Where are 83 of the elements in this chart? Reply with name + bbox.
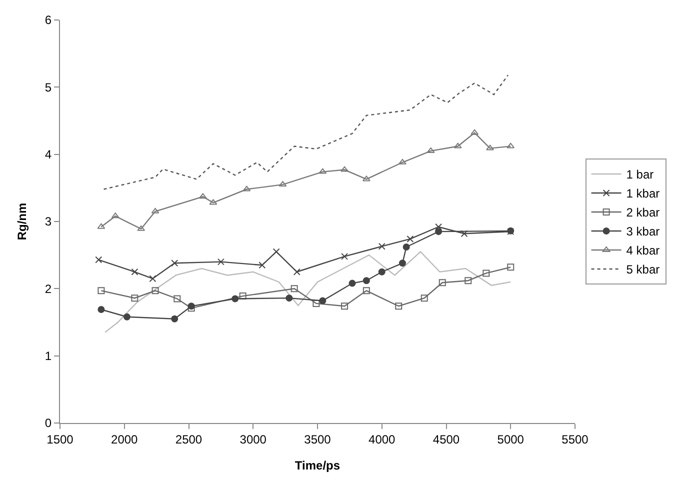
- x-tick-label: 5500: [562, 432, 589, 446]
- x-tick-label: 4500: [432, 432, 460, 446]
- point: [420, 294, 428, 302]
- point: [111, 212, 120, 218]
- point: [506, 142, 515, 148]
- x-tick-label: 3500: [304, 432, 332, 446]
- x-tick-label: 2000: [111, 432, 138, 446]
- point: [239, 292, 246, 300]
- point: [174, 295, 181, 302]
- point: [507, 264, 514, 271]
- point: [131, 294, 138, 302]
- line-series: [103, 74, 509, 190]
- point: [232, 295, 239, 302]
- point: [98, 306, 105, 313]
- point: [426, 147, 435, 153]
- x-axis-title: Time/ps: [294, 458, 340, 472]
- line-series: [104, 251, 512, 333]
- point: [378, 242, 386, 250]
- point: [312, 300, 320, 307]
- point: [341, 252, 348, 260]
- legend-label: 4 kbar: [626, 244, 660, 258]
- point: [362, 176, 370, 182]
- point: [97, 223, 106, 229]
- y-tick-label: 6: [44, 13, 52, 28]
- point: [362, 277, 370, 284]
- x-tick-label: 3000: [240, 432, 267, 446]
- y-axis-title: Rg/nm: [15, 202, 30, 240]
- point: [438, 279, 446, 286]
- point: [454, 142, 462, 148]
- point: [435, 228, 442, 236]
- legend-label: 1 bar: [626, 168, 654, 182]
- x-tick-label: 5000: [497, 432, 524, 446]
- x-tick-label: 2500: [175, 432, 202, 446]
- point: [151, 208, 160, 214]
- point: [435, 223, 442, 230]
- point: [95, 256, 102, 264]
- x-tick-label: 1500: [46, 432, 74, 446]
- point: [460, 230, 468, 238]
- point: [464, 277, 472, 284]
- y-tick-label: 1: [44, 349, 52, 364]
- x-tick-label: 4000: [368, 432, 396, 446]
- point: [149, 275, 156, 282]
- point: [137, 225, 146, 231]
- point: [398, 260, 406, 267]
- point: [131, 268, 138, 276]
- y-tick-label: 5: [44, 80, 52, 94]
- y-tick-label: 3: [44, 214, 52, 229]
- point: [272, 248, 280, 256]
- point: [318, 168, 327, 174]
- point: [406, 235, 414, 242]
- point: [486, 144, 494, 150]
- point: [98, 287, 105, 294]
- point: [171, 315, 178, 322]
- point: [198, 193, 207, 199]
- y-tick-label: 2: [44, 282, 52, 296]
- point: [319, 297, 326, 304]
- point: [217, 258, 224, 266]
- point: [341, 302, 348, 310]
- point: [402, 244, 410, 251]
- point: [290, 285, 298, 292]
- point: [395, 302, 402, 310]
- point: [152, 287, 159, 294]
- point: [242, 186, 251, 192]
- y-tick-label: 0: [44, 416, 52, 430]
- legend-label: 2 kbar: [626, 206, 660, 220]
- point: [482, 270, 490, 277]
- point: [258, 262, 266, 269]
- point: [348, 280, 356, 287]
- y-tick-label: 4: [44, 148, 52, 162]
- point: [209, 199, 218, 205]
- point: [286, 294, 293, 302]
- legend-label: 1 kbar: [626, 186, 660, 201]
- legend-label: 3 kbar: [626, 224, 660, 239]
- point: [340, 166, 348, 172]
- legend-label: 5 kbar: [626, 262, 660, 277]
- point: [398, 158, 406, 164]
- point: [171, 260, 178, 267]
- point: [123, 313, 130, 320]
- point: [278, 181, 287, 187]
- point: [293, 268, 300, 276]
- point: [470, 129, 479, 135]
- point: [362, 287, 370, 294]
- point: [378, 268, 386, 276]
